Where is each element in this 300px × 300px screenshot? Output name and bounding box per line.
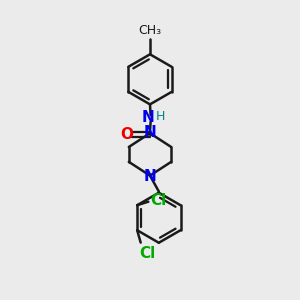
Text: N: N (144, 125, 156, 140)
Text: N: N (144, 169, 156, 184)
Text: Cl: Cl (139, 245, 155, 260)
Text: CH₃: CH₃ (138, 24, 162, 37)
Text: Cl: Cl (150, 193, 166, 208)
Text: O: O (121, 127, 134, 142)
Text: H: H (155, 110, 165, 123)
Text: N: N (142, 110, 155, 125)
